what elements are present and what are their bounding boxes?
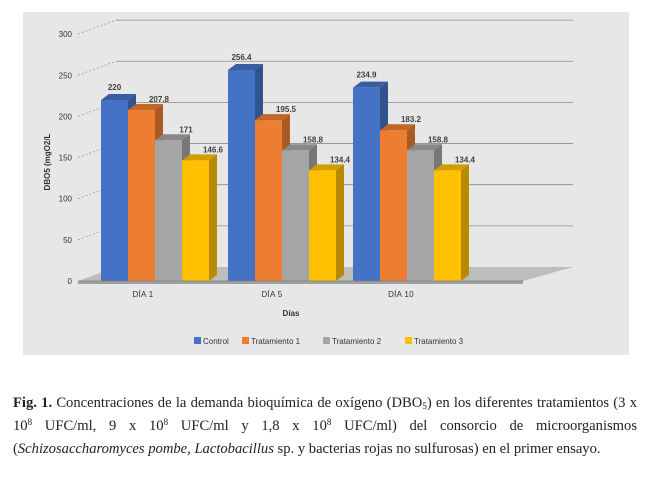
- bar-top: [155, 134, 190, 141]
- caption-text-3: UFC/ml, 9 x 10: [32, 418, 164, 434]
- legend-swatch: [405, 337, 412, 344]
- bar: [101, 99, 128, 281]
- data-label: 134.4: [330, 155, 351, 164]
- bar-side: [336, 164, 344, 281]
- bar-side: [461, 164, 469, 281]
- data-label: 234.9: [356, 71, 377, 80]
- bar-top: [434, 164, 469, 171]
- bar-side: [209, 154, 217, 281]
- data-label: 183.2: [401, 115, 422, 124]
- gridline-diagonal: [77, 19, 117, 35]
- bar: [407, 150, 434, 281]
- bar-top: [282, 144, 317, 151]
- bar-top: [353, 81, 388, 88]
- caption-text-4: UFC/ml y 1,8 x 10: [168, 418, 327, 434]
- bar-top: [128, 103, 163, 110]
- y-tick-label: 100: [59, 195, 73, 204]
- bar: [434, 170, 461, 281]
- caption-superscript-2: 8: [163, 417, 169, 427]
- caption-superscript-3: 8: [326, 417, 332, 427]
- bar: [182, 160, 209, 281]
- bar-top: [255, 114, 290, 121]
- caption-species-italic: Schizosaccharomyces pombe, Lactobacillus: [17, 441, 274, 457]
- x-tick-label: DÍA 10: [388, 290, 414, 299]
- data-label: 158.8: [428, 135, 449, 144]
- y-tick-label: 250: [59, 71, 73, 80]
- data-label: 195.5: [276, 105, 297, 114]
- bar-top: [182, 154, 217, 161]
- x-tick-label: DÍA 1: [132, 290, 153, 299]
- bar-top: [380, 124, 415, 131]
- x-axis-title: Días: [283, 309, 300, 318]
- legend-label: Tratamiento 3: [414, 337, 464, 346]
- data-label: 207.8: [149, 95, 170, 104]
- bar: [128, 109, 155, 282]
- bar-top: [101, 93, 136, 100]
- bar: [255, 120, 282, 281]
- legend-swatch: [194, 337, 201, 344]
- data-label: 158.8: [303, 135, 324, 144]
- y-tick-label: 50: [63, 236, 72, 245]
- caption-superscript-1: 8: [27, 417, 33, 427]
- caption-subscript: 5: [422, 401, 427, 411]
- y-tick-label: 150: [59, 154, 73, 163]
- data-label: 171: [179, 125, 193, 134]
- bar-top: [228, 63, 263, 70]
- bar: [353, 87, 380, 281]
- bar-chart: 220 256.4 234.9 207.8 195.5 183.2 171 158.8 158.…: [43, 19, 573, 346]
- gridline-diagonal: [77, 60, 117, 76]
- figure-caption: Fig. 1. Concentraciones de la demanda bi…: [13, 392, 637, 461]
- bar: [228, 69, 255, 281]
- y-tick-label: 300: [59, 30, 73, 39]
- caption-text-6: sp. y bacterias rojas no sulfurosas) en …: [273, 441, 601, 457]
- y-tick-label: 200: [59, 112, 73, 121]
- legend-label: Tratamiento 1: [251, 337, 301, 346]
- bar-top: [407, 144, 442, 151]
- data-label: 256.4: [231, 53, 252, 62]
- bar: [380, 130, 407, 281]
- caption-figure-label: Fig. 1.: [13, 395, 53, 411]
- caption-text-1: Concentraciones de la demanda bioquímica…: [52, 395, 423, 411]
- legend-swatch: [323, 337, 330, 344]
- caption-text-5: UFC/ml) del consorcio de microorganismos…: [13, 418, 638, 457]
- bar: [309, 170, 336, 281]
- y-tick-label: 0: [68, 277, 73, 286]
- legend-label: Control: [203, 337, 229, 346]
- x-tick-label: DÍA 5: [261, 290, 282, 299]
- legend-label: Tratamiento 2: [332, 337, 382, 346]
- bar: [282, 150, 309, 281]
- caption-text-2: ) en los diferentes tratamientos (3 x 10: [13, 395, 637, 434]
- legend-swatch: [242, 337, 249, 344]
- y-axis-title: DBO5 (mgO2/L: [43, 133, 52, 190]
- data-label: 220: [108, 83, 122, 92]
- chart-floor-edge: [78, 281, 523, 284]
- bar: [155, 140, 182, 281]
- data-label: 146.6: [203, 145, 224, 154]
- chart-panel: 220 256.4 234.9 207.8 195.5 183.2 171 158.8 158.…: [23, 12, 629, 355]
- data-label: 134.4: [455, 155, 476, 164]
- bar-top: [309, 164, 344, 171]
